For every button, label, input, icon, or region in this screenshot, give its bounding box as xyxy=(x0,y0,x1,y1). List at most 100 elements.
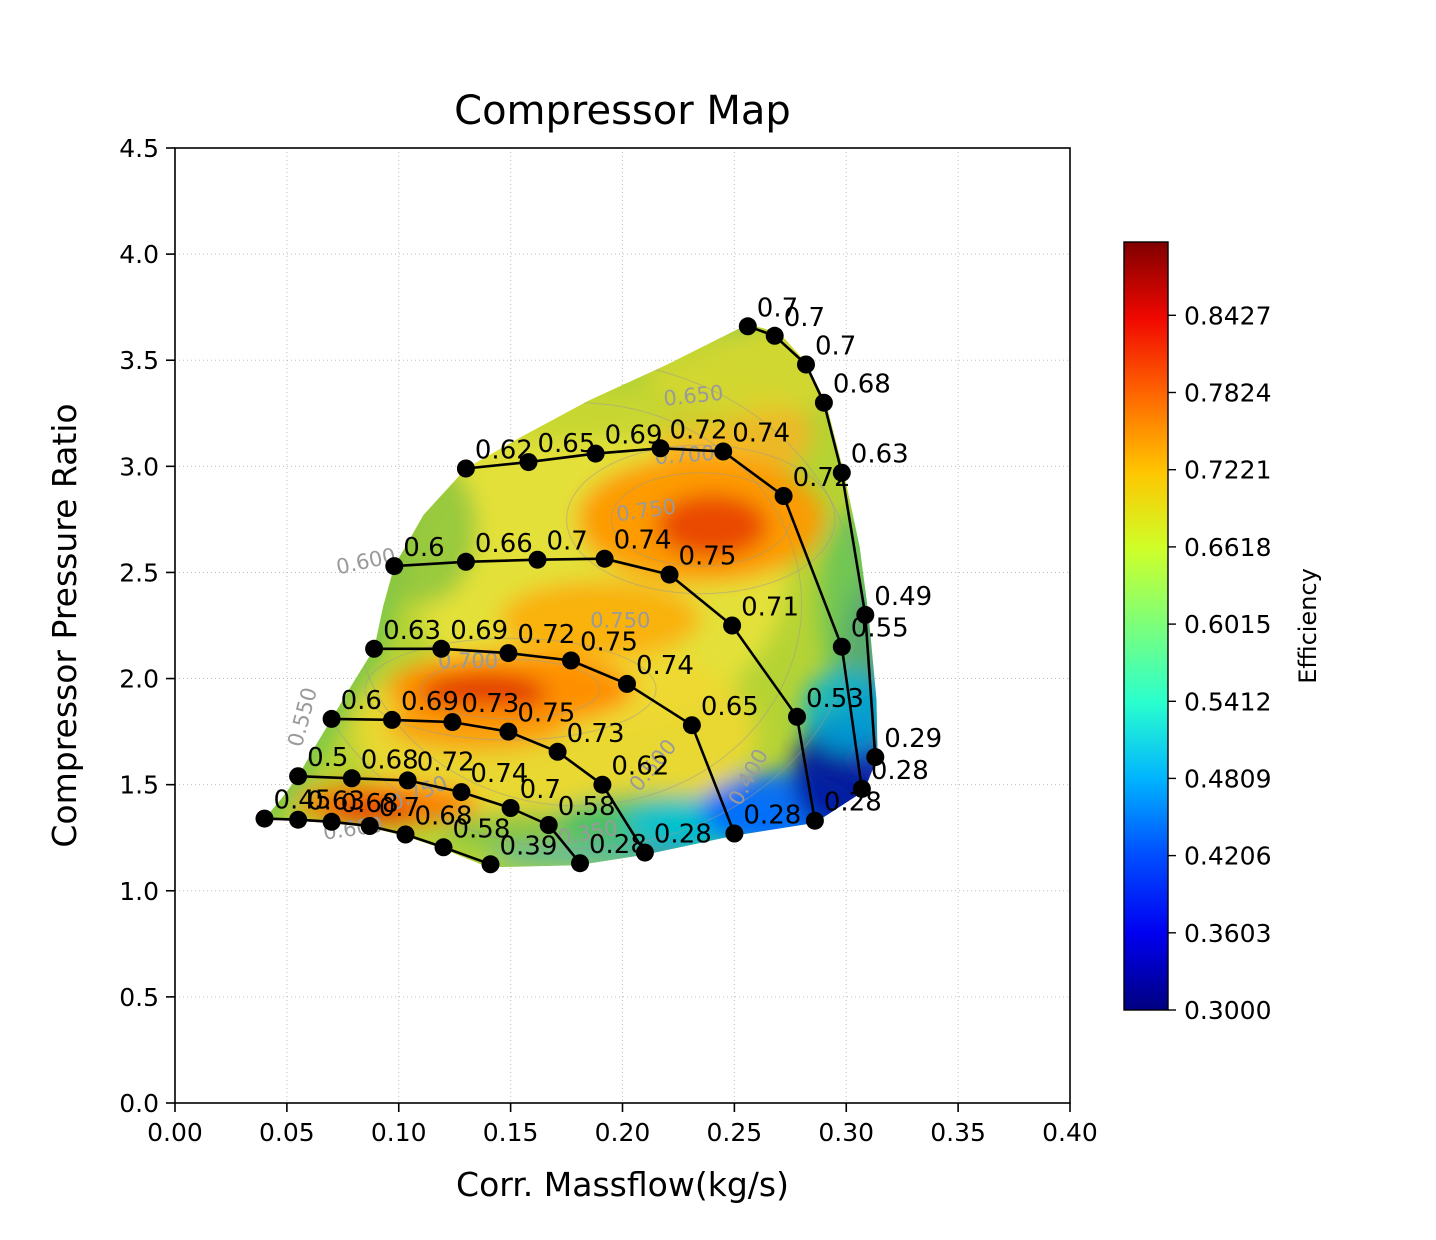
efficiency-value: 0.68 xyxy=(341,789,399,819)
y-tick-label: 4.0 xyxy=(119,240,159,269)
x-tick-label: 0.35 xyxy=(930,1118,986,1147)
operating-point xyxy=(723,616,742,635)
speed-line-1: 0.450.630.680.70.680.580.39 xyxy=(255,786,558,874)
efficiency-value: 0.72 xyxy=(670,415,728,445)
y-tick-label: 2.0 xyxy=(119,665,159,694)
operating-point xyxy=(342,769,361,788)
y-axis-label: Compressor Pressure Ratio xyxy=(45,403,84,847)
colorbar-tick-label: 0.6618 xyxy=(1184,533,1271,562)
efficiency-value: 0.65 xyxy=(538,429,596,459)
operating-point xyxy=(398,771,417,790)
operating-point xyxy=(456,459,475,478)
operating-point xyxy=(528,550,547,569)
colorbar-tick-label: 0.5412 xyxy=(1184,687,1271,716)
efficiency-value: 0.74 xyxy=(614,526,672,556)
y-tick-label: 3.5 xyxy=(119,346,159,375)
operating-point xyxy=(660,565,679,584)
efficiency-value: 0.53 xyxy=(806,684,864,714)
y-tick-label: 1.5 xyxy=(119,771,159,800)
efficiency-value: 0.74 xyxy=(470,759,528,789)
efficiency-value: 0.7 xyxy=(784,303,825,333)
x-tick-label: 0.25 xyxy=(707,1118,763,1147)
efficiency-value: 0.39 xyxy=(500,831,558,861)
efficiency-value: 0.74 xyxy=(636,651,694,681)
operating-point xyxy=(383,710,401,729)
speed-line-3: 0.6 0.69 0.730.750.730.620.28 xyxy=(322,686,712,862)
operating-point xyxy=(814,393,833,412)
efficiency-value: 0.63 xyxy=(307,787,365,817)
operating-point xyxy=(548,742,567,761)
operating-point xyxy=(322,812,341,831)
efficiency-value: 0.69 xyxy=(401,687,459,717)
efficiency-value: 0.58 xyxy=(453,814,511,844)
operating-point xyxy=(562,651,580,670)
colorbar-tick-label: 0.8427 xyxy=(1184,301,1271,330)
operating-point xyxy=(255,809,274,828)
colorbar-label: Efficiency xyxy=(1294,568,1322,684)
operating-point xyxy=(385,557,404,576)
x-tick-label: 0.10 xyxy=(371,1118,427,1147)
y-tick-label: 4.5 xyxy=(119,134,159,163)
speed-line-4: 0.63 0.69 0.72 0.750.740.650.28 xyxy=(365,616,801,843)
operating-point xyxy=(586,444,605,463)
efficiency-value: 0.68 xyxy=(415,802,473,832)
operating-point xyxy=(432,639,451,658)
operating-point xyxy=(289,810,308,829)
efficiency-value: 0.74 xyxy=(732,419,790,449)
x-axis-label: Corr. Massflow(kg/s) xyxy=(456,1165,789,1204)
operating-point xyxy=(396,825,415,844)
efficiency-value: 0.71 xyxy=(741,593,799,623)
operating-point xyxy=(738,317,757,336)
colorbar-tick-label: 0.4206 xyxy=(1184,842,1271,871)
colorbar-tick-label: 0.3603 xyxy=(1184,919,1271,948)
efficiency-value: 0.49 xyxy=(874,582,932,612)
efficiency-value: 0.62 xyxy=(611,752,669,782)
x-axis: 0.00 0.05 0.10 0.15 0.20 0.25 0.30 0.35 0.40 xyxy=(147,1103,1098,1147)
operating-point xyxy=(499,644,518,663)
operating-point xyxy=(856,605,875,624)
operating-point xyxy=(714,442,733,461)
operating-point xyxy=(618,674,636,693)
efficiency-value: 0.75 xyxy=(580,628,638,658)
operating-point xyxy=(289,767,308,786)
colorbar-tick-label: 0.3000 xyxy=(1184,996,1271,1025)
operating-point xyxy=(571,854,589,873)
efficiency-value: 0.75 xyxy=(517,699,575,729)
efficiency-value: 0.28 xyxy=(743,801,801,831)
efficiency-value: 0.7 xyxy=(520,775,561,805)
efficiency-value: 0.72 xyxy=(417,747,475,777)
operating-point xyxy=(456,552,475,571)
y-tick-label: 0.0 xyxy=(119,1089,159,1118)
operating-point xyxy=(774,487,793,505)
efficiency-value: 0.66 xyxy=(475,529,533,559)
x-tick-label: 0.15 xyxy=(483,1118,539,1147)
operating-point xyxy=(443,713,462,732)
efficiency-value: 0.68 xyxy=(833,370,891,400)
y-axis: 0.0 0.5 1.0 1.5 2.0 2.5 3.0 3.5 4.0 4.5 xyxy=(119,134,175,1118)
efficiency-value: 0.63 xyxy=(851,440,909,470)
operating-point xyxy=(651,439,670,458)
efficiency-value: 0.45 xyxy=(274,786,332,816)
efficiency-value: 0.6 xyxy=(341,686,382,716)
operating-point xyxy=(852,779,871,798)
y-tick-label: 2.5 xyxy=(119,558,159,587)
operating-point xyxy=(499,722,518,741)
operating-point xyxy=(519,453,538,472)
x-tick-label: 0.00 xyxy=(147,1118,203,1147)
operating-point xyxy=(593,775,612,794)
efficiency-value: 0.75 xyxy=(679,542,737,572)
speed-line-5: 0.6 0.66 0.7 0.740.750.710.530.28 xyxy=(385,526,882,830)
colorbar: 0.8427 0.7824 0.7221 0.6618 0.6015 0.5412 0.48… xyxy=(1123,241,1322,1025)
efficiency-value: 0.63 xyxy=(383,616,441,646)
x-tick-label: 0.40 xyxy=(1042,1118,1098,1147)
speed-line-6: 0.62 0.65 0.69 0.72 0.740.720.550.28 xyxy=(456,415,929,798)
efficiency-value: 0.28 xyxy=(824,788,882,818)
operating-point xyxy=(805,811,824,830)
contour-line xyxy=(610,472,791,567)
efficiency-value: 0.68 xyxy=(361,745,419,775)
efficiency-value: 0.7 xyxy=(379,793,420,823)
operating-point xyxy=(832,463,851,482)
operating-point xyxy=(365,639,384,658)
